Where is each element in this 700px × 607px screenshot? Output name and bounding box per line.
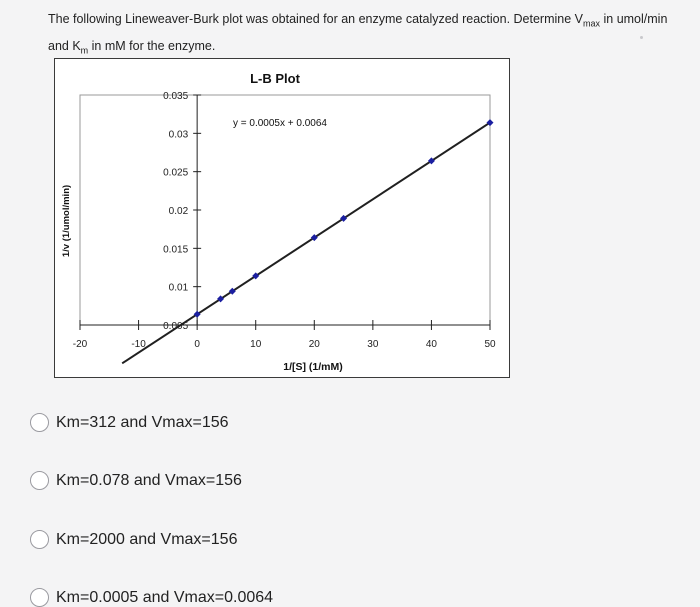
data-point	[217, 295, 225, 303]
radio-icon[interactable]	[30, 413, 49, 432]
radio-icon[interactable]	[30, 588, 49, 607]
y-axis-title: 1/v (1/umol/min)	[61, 185, 72, 257]
data-point	[486, 119, 494, 127]
question-text-part: in umol/min and K	[48, 12, 668, 53]
y-tick-label: 0.015	[163, 244, 188, 255]
vmax-subscript: max	[583, 18, 601, 29]
y-tick-label: 0.03	[169, 129, 189, 140]
data-point	[340, 214, 348, 222]
data-point	[252, 272, 260, 280]
data-point	[228, 287, 236, 295]
y-tick-label: 0.005	[163, 321, 188, 332]
km-subscript: m	[80, 45, 89, 55]
plot-area-frame	[79, 94, 491, 326]
question-text: The following Lineweaver-Burk plot was o…	[48, 8, 688, 61]
option-label: Km=0.078 and Vmax=156	[56, 471, 242, 489]
dot-mark	[640, 36, 643, 39]
y-tick-label: 0.02	[169, 206, 189, 217]
radio-icon[interactable]	[30, 530, 49, 549]
x-tick-label: 0	[194, 339, 200, 350]
answer-option-3[interactable]: Km=2000 and Vmax=156	[30, 530, 237, 549]
option-label: Km=2000 and Vmax=156	[56, 530, 238, 548]
data-point	[427, 157, 435, 165]
x-tick-label: 10	[250, 339, 262, 350]
chart-title: L-B Plot	[250, 71, 300, 86]
x-axis-title: 1/[S] (1/mM)	[283, 361, 343, 373]
x-tick-label: -20	[73, 339, 88, 350]
fit-line	[121, 121, 491, 365]
answer-option-2[interactable]: Km=0.078 and Vmax=156	[30, 471, 242, 490]
question-text-part: The following Lineweaver-Burk plot was o…	[48, 12, 583, 26]
option-label: Km=0.0005 and Vmax=0.0064	[56, 588, 274, 606]
answer-option-4[interactable]: Km=0.0005 and Vmax=0.0064	[30, 588, 273, 607]
x-tick-label: 20	[309, 339, 321, 350]
x-tick-label: 40	[426, 339, 438, 350]
data-point	[193, 310, 201, 318]
y-tick-label: 0.01	[169, 283, 189, 294]
x-tick-label: 50	[484, 339, 496, 350]
x-tick-label: 30	[367, 339, 379, 350]
trendline-equation: y = 0.0005x + 0.0064	[233, 118, 327, 129]
question-text-part: in mM for the enzyme.	[88, 38, 216, 53]
radio-icon[interactable]	[30, 471, 49, 490]
option-label: Km=312 and Vmax=156	[56, 413, 229, 431]
answer-option-1[interactable]: Km=312 and Vmax=156	[30, 413, 229, 432]
x-tick-label: -10	[131, 339, 146, 350]
y-tick-label: 0.025	[163, 168, 188, 179]
lb-plot-chart: -20 -10 0 10 20 30 40 50 0.005 0.01 0.015 0.02 0.025…	[61, 71, 496, 373]
lb-plot-figure: -20 -10 0 10 20 30 40 50 0.005 0.01 0.015 0.02 0.025…	[54, 58, 510, 378]
data-point	[310, 234, 318, 242]
y-tick-label: 0.035	[163, 91, 188, 102]
